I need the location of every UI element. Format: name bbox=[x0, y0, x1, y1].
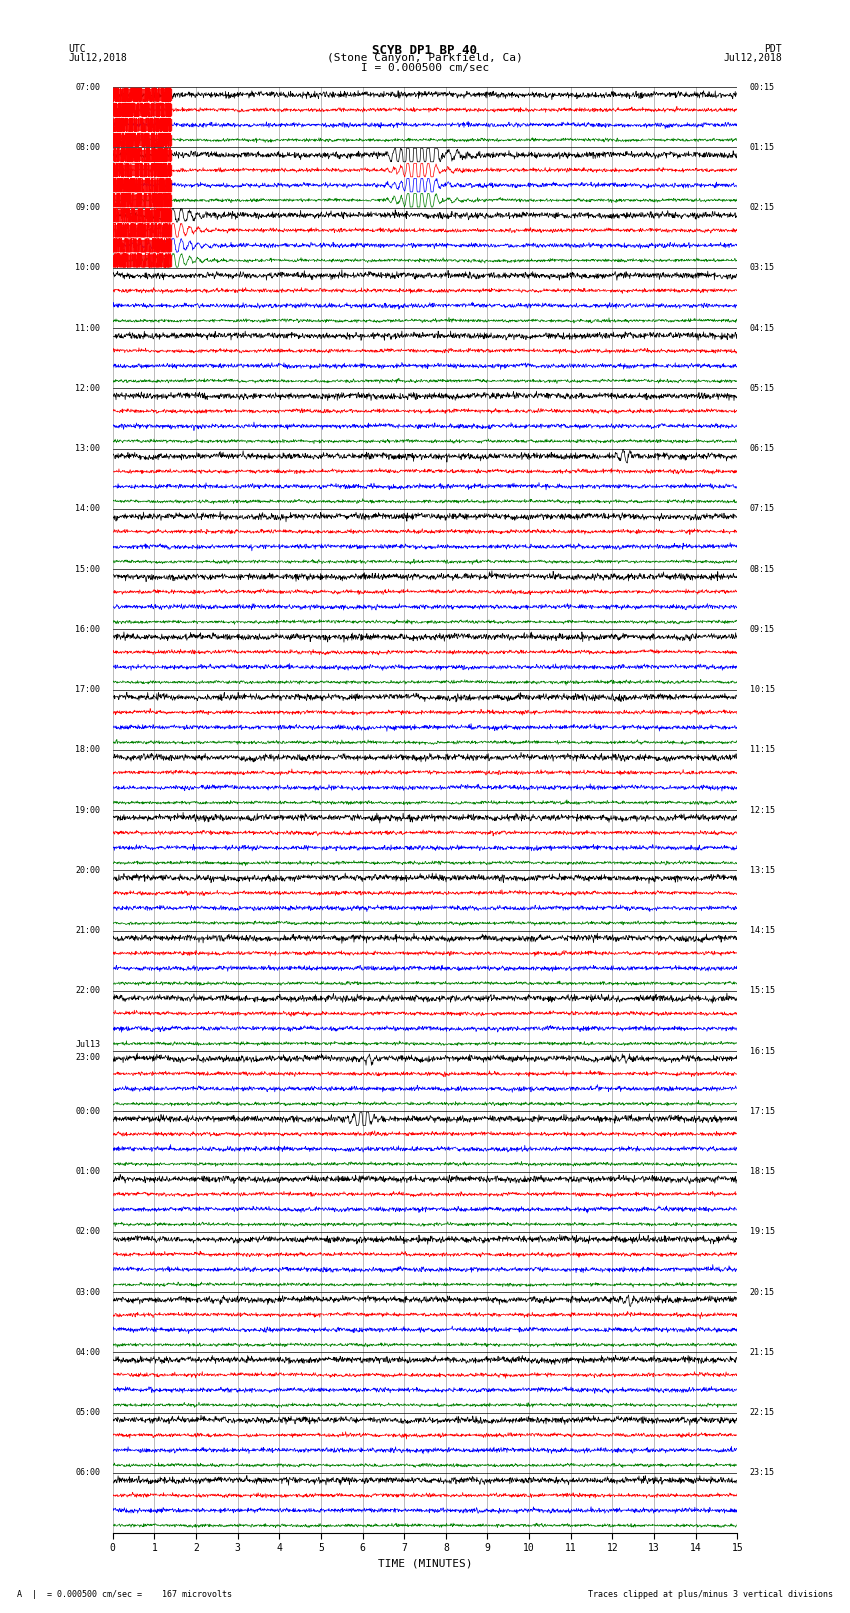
Text: 10:15: 10:15 bbox=[750, 686, 775, 694]
Text: 21:15: 21:15 bbox=[750, 1348, 775, 1357]
Text: 19:00: 19:00 bbox=[75, 805, 100, 815]
Text: 15:15: 15:15 bbox=[750, 986, 775, 995]
Text: 07:15: 07:15 bbox=[750, 505, 775, 513]
Text: 11:00: 11:00 bbox=[75, 324, 100, 332]
Text: 13:00: 13:00 bbox=[75, 444, 100, 453]
Text: 20:15: 20:15 bbox=[750, 1287, 775, 1297]
Text: 03:15: 03:15 bbox=[750, 263, 775, 273]
Text: 05:00: 05:00 bbox=[75, 1408, 100, 1416]
Text: 23:15: 23:15 bbox=[750, 1468, 775, 1478]
Text: 22:15: 22:15 bbox=[750, 1408, 775, 1416]
Text: (Stone Canyon, Parkfield, Ca): (Stone Canyon, Parkfield, Ca) bbox=[327, 53, 523, 63]
Text: 17:15: 17:15 bbox=[750, 1107, 775, 1116]
Text: I = 0.000500 cm/sec: I = 0.000500 cm/sec bbox=[361, 63, 489, 73]
Text: 22:00: 22:00 bbox=[75, 986, 100, 995]
Text: PDT: PDT bbox=[764, 44, 782, 53]
Text: A  |  = 0.000500 cm/sec =    167 microvolts: A | = 0.000500 cm/sec = 167 microvolts bbox=[17, 1590, 232, 1598]
Text: 09:00: 09:00 bbox=[75, 203, 100, 213]
Text: 09:15: 09:15 bbox=[750, 624, 775, 634]
Text: 06:00: 06:00 bbox=[75, 1468, 100, 1478]
Text: 17:00: 17:00 bbox=[75, 686, 100, 694]
Text: SCYB DP1 BP 40: SCYB DP1 BP 40 bbox=[372, 44, 478, 56]
Text: 14:00: 14:00 bbox=[75, 505, 100, 513]
Text: 23:00: 23:00 bbox=[75, 1053, 100, 1063]
Text: 02:00: 02:00 bbox=[75, 1227, 100, 1236]
Text: 03:00: 03:00 bbox=[75, 1287, 100, 1297]
Text: 06:15: 06:15 bbox=[750, 444, 775, 453]
Text: 15:00: 15:00 bbox=[75, 565, 100, 574]
Text: 11:15: 11:15 bbox=[750, 745, 775, 755]
X-axis label: TIME (MINUTES): TIME (MINUTES) bbox=[377, 1560, 473, 1569]
Text: Jul12,2018: Jul12,2018 bbox=[68, 53, 127, 63]
Text: Traces clipped at plus/minus 3 vertical divisions: Traces clipped at plus/minus 3 vertical … bbox=[588, 1590, 833, 1598]
Text: 13:15: 13:15 bbox=[750, 866, 775, 874]
Text: UTC: UTC bbox=[68, 44, 86, 53]
Text: 07:00: 07:00 bbox=[75, 82, 100, 92]
Text: 00:15: 00:15 bbox=[750, 82, 775, 92]
Text: 02:15: 02:15 bbox=[750, 203, 775, 213]
Text: 05:15: 05:15 bbox=[750, 384, 775, 394]
Text: 12:00: 12:00 bbox=[75, 384, 100, 394]
Text: 10:00: 10:00 bbox=[75, 263, 100, 273]
Text: 04:00: 04:00 bbox=[75, 1348, 100, 1357]
Text: 04:15: 04:15 bbox=[750, 324, 775, 332]
Text: Jul13: Jul13 bbox=[75, 1040, 100, 1048]
Text: 21:00: 21:00 bbox=[75, 926, 100, 936]
Text: 08:15: 08:15 bbox=[750, 565, 775, 574]
Text: 16:00: 16:00 bbox=[75, 624, 100, 634]
Text: 14:15: 14:15 bbox=[750, 926, 775, 936]
Text: 00:00: 00:00 bbox=[75, 1107, 100, 1116]
Text: 18:15: 18:15 bbox=[750, 1168, 775, 1176]
Text: 19:15: 19:15 bbox=[750, 1227, 775, 1236]
Text: 01:15: 01:15 bbox=[750, 144, 775, 152]
Text: 18:00: 18:00 bbox=[75, 745, 100, 755]
Text: Jul12,2018: Jul12,2018 bbox=[723, 53, 782, 63]
Text: 08:00: 08:00 bbox=[75, 144, 100, 152]
Text: 01:00: 01:00 bbox=[75, 1168, 100, 1176]
Text: 20:00: 20:00 bbox=[75, 866, 100, 874]
Text: 12:15: 12:15 bbox=[750, 805, 775, 815]
Text: 16:15: 16:15 bbox=[750, 1047, 775, 1055]
